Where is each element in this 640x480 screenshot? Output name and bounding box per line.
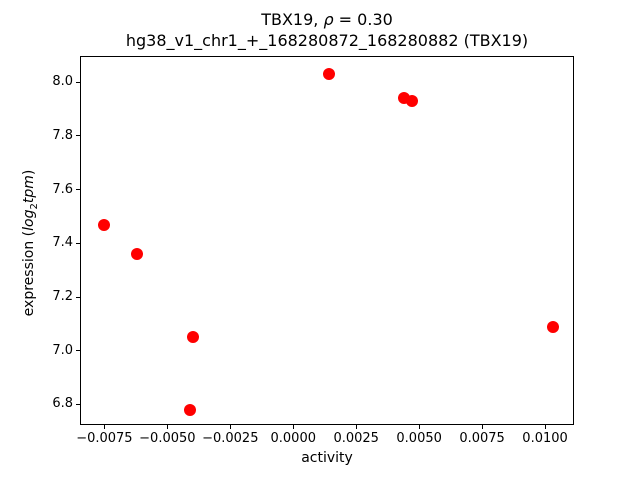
chart-title: TBX19, ρ = 0.30 bbox=[81, 9, 573, 30]
scatter-point bbox=[322, 68, 335, 81]
x-tick-mark bbox=[418, 425, 420, 429]
scatter-point bbox=[184, 403, 197, 416]
x-tick-label: 0.0075 bbox=[459, 431, 505, 446]
x-tick-mark bbox=[103, 425, 105, 429]
y-tick-label: 7.8 bbox=[52, 127, 73, 143]
x-tick-label: −0.0050 bbox=[139, 431, 196, 446]
x-tick-label: 0.0000 bbox=[270, 431, 317, 446]
scatter-point bbox=[186, 331, 199, 344]
x-tick-mark bbox=[481, 425, 483, 429]
x-axis-label: activity bbox=[301, 450, 353, 466]
y-tick-label: 7.4 bbox=[52, 235, 73, 251]
x-tick-mark bbox=[229, 425, 231, 429]
chart-title-rho: ρ bbox=[323, 10, 334, 29]
chart-title-pre: TBX19, bbox=[261, 10, 324, 29]
chart-title-block: TBX19, ρ = 0.30 hg38_v1_chr1_+_168280872… bbox=[81, 9, 573, 51]
y-tick-mark bbox=[76, 350, 80, 352]
chart-title-post: = 0.30 bbox=[333, 10, 393, 29]
x-tick-label: −0.0075 bbox=[76, 431, 133, 446]
plot-area bbox=[80, 56, 574, 425]
y-tick-mark bbox=[76, 135, 80, 137]
x-tick-mark bbox=[355, 425, 357, 429]
y-axis-label-subscript: 2 bbox=[28, 203, 40, 210]
y-tick-mark bbox=[76, 403, 80, 405]
y-tick-label: 7.2 bbox=[52, 289, 73, 304]
y-tick-mark bbox=[76, 189, 80, 191]
scatter-point bbox=[546, 320, 559, 333]
y-tick-label: 8.0 bbox=[52, 74, 73, 90]
x-tick-label: 0.0025 bbox=[333, 431, 379, 446]
scatter-point bbox=[98, 218, 111, 231]
scatter-point bbox=[131, 248, 144, 261]
x-tick-mark bbox=[166, 425, 168, 429]
x-tick-label: 0.0100 bbox=[522, 431, 568, 446]
chart-subtitle: hg38_v1_chr1_+_168280872_168280882 (TBX1… bbox=[125, 31, 529, 50]
scatter-point bbox=[405, 95, 418, 108]
y-axis-label-prefix: expression ( bbox=[21, 230, 37, 317]
y-tick-label: 7.0 bbox=[52, 342, 73, 358]
y-tick-mark bbox=[76, 296, 80, 298]
x-tick-label: 0.0050 bbox=[396, 431, 442, 446]
y-axis-label-log: log bbox=[21, 209, 37, 231]
y-tick-label: 7.6 bbox=[52, 181, 73, 197]
y-tick-mark bbox=[76, 81, 80, 83]
y-axis-label-suffix: ) bbox=[21, 169, 37, 176]
x-tick-mark bbox=[544, 425, 546, 429]
x-tick-mark bbox=[292, 425, 294, 429]
y-tick-mark bbox=[76, 242, 80, 244]
x-tick-label: −0.0025 bbox=[202, 431, 259, 446]
y-axis-label-tpm: tpm bbox=[21, 175, 37, 204]
y-tick-label: 6.8 bbox=[52, 396, 73, 412]
y-axis-label: expression (log2tpm) bbox=[20, 133, 40, 353]
